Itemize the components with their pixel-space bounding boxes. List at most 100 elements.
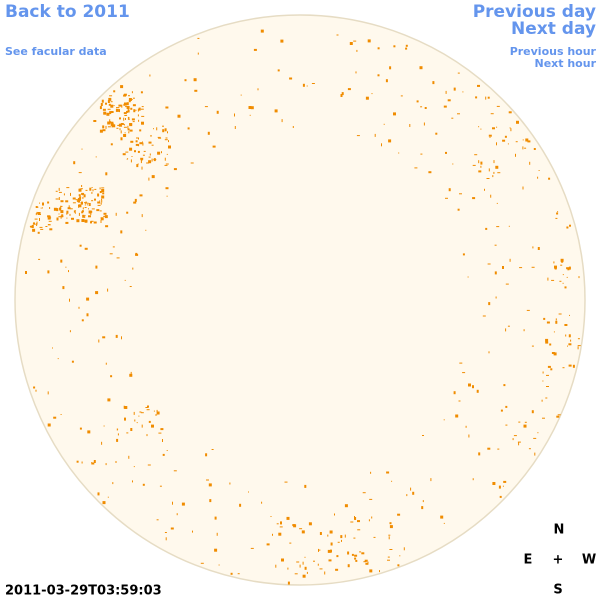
facular-data-link[interactable]: See facular data xyxy=(5,45,107,58)
speck xyxy=(508,111,512,114)
speck xyxy=(524,147,527,149)
speck xyxy=(134,150,136,153)
speck xyxy=(547,277,549,281)
speck xyxy=(88,210,92,214)
next-hour-link[interactable]: Next hour xyxy=(535,57,597,70)
speck xyxy=(116,438,119,442)
speck xyxy=(81,319,84,322)
speck xyxy=(52,347,53,349)
speck xyxy=(164,139,168,141)
speck xyxy=(140,91,143,94)
speck xyxy=(190,162,194,164)
speck xyxy=(79,196,82,200)
speck xyxy=(49,217,52,219)
speck xyxy=(457,113,460,115)
speck xyxy=(99,106,102,110)
speck xyxy=(135,143,139,146)
speck xyxy=(88,208,89,210)
back-link[interactable]: Back to 2011 xyxy=(5,2,130,22)
speck xyxy=(505,424,508,426)
speck xyxy=(488,351,490,354)
speck xyxy=(107,100,110,103)
speck xyxy=(459,193,462,195)
speck xyxy=(353,537,356,539)
speck xyxy=(140,412,144,414)
speck xyxy=(237,573,240,575)
speck xyxy=(85,201,87,203)
speck xyxy=(105,225,109,228)
speck xyxy=(55,198,59,200)
speck xyxy=(145,407,149,408)
speck xyxy=(76,200,78,203)
speck xyxy=(133,411,135,415)
speck xyxy=(531,345,534,347)
speck xyxy=(138,119,140,122)
speck xyxy=(212,145,216,148)
speck xyxy=(515,141,518,143)
speck xyxy=(365,96,369,100)
speck xyxy=(36,223,38,226)
speck xyxy=(129,147,133,151)
speck xyxy=(133,109,136,113)
speck xyxy=(302,561,304,565)
speck xyxy=(362,492,366,494)
speck xyxy=(153,410,155,412)
speck xyxy=(577,346,579,350)
speck xyxy=(184,79,187,82)
speck xyxy=(86,204,88,206)
speck xyxy=(100,220,102,223)
speck xyxy=(147,464,151,466)
speck xyxy=(94,188,97,190)
speck xyxy=(40,228,44,230)
speck xyxy=(113,90,116,93)
speck xyxy=(37,206,39,208)
speck xyxy=(155,414,158,416)
speck xyxy=(151,144,154,146)
speck xyxy=(117,124,121,126)
speck xyxy=(364,559,368,562)
speck xyxy=(412,491,415,495)
speck xyxy=(125,151,129,153)
speck xyxy=(112,482,114,485)
speck xyxy=(192,530,193,533)
speck xyxy=(151,175,155,179)
speck xyxy=(53,207,57,211)
speck xyxy=(517,441,521,443)
speck xyxy=(81,461,83,464)
speck xyxy=(276,523,279,525)
previous-hour-link[interactable]: Previous hour xyxy=(510,45,597,58)
speck xyxy=(110,143,113,146)
speck xyxy=(367,561,369,564)
speck xyxy=(440,515,444,519)
speck xyxy=(347,88,351,91)
speck xyxy=(281,558,284,562)
speck xyxy=(92,189,94,192)
speck xyxy=(462,372,466,374)
speck xyxy=(60,414,62,415)
speck xyxy=(459,362,463,364)
speck xyxy=(531,266,535,268)
speck xyxy=(206,479,209,481)
speck xyxy=(214,516,217,520)
speck xyxy=(556,415,560,418)
speck xyxy=(150,135,152,137)
speck xyxy=(142,141,143,143)
speck xyxy=(141,166,143,170)
speck xyxy=(53,416,57,419)
speck xyxy=(101,195,105,199)
speck xyxy=(493,171,495,174)
next-day-link[interactable]: Next day xyxy=(511,19,596,39)
speck xyxy=(78,200,80,203)
speck xyxy=(414,167,418,169)
speck xyxy=(547,365,551,368)
speck xyxy=(148,160,152,164)
speck xyxy=(486,178,490,179)
speck xyxy=(551,352,555,354)
speck xyxy=(99,129,103,133)
speck xyxy=(457,72,460,74)
speck xyxy=(130,140,134,143)
speck xyxy=(71,217,74,220)
previous-day-link[interactable]: Previous day xyxy=(473,2,596,22)
speck xyxy=(306,85,308,87)
speck xyxy=(60,210,64,214)
